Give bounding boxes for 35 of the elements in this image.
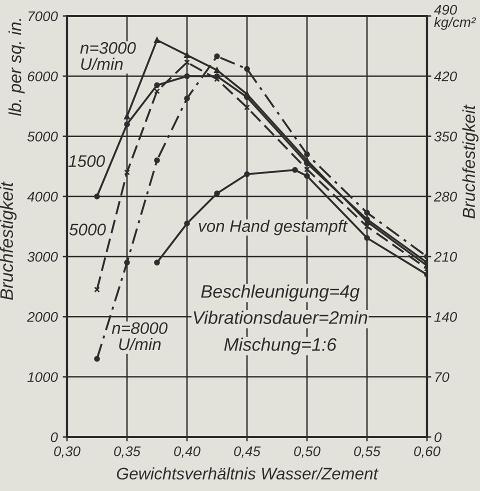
y-tick-label: 4000 (27, 192, 58, 202)
x-tick-label: 0,50 (294, 446, 320, 458)
y-tick-label: 5000 (27, 132, 58, 142)
y-tick-label: 6000 (28, 71, 58, 82)
series-label: von Hand gestampft (198, 220, 348, 236)
y-axis-title: Bruchfestigkeit (0, 181, 17, 300)
series-label: 5000 (69, 224, 106, 236)
y2-tick-label: 490 kg/cm² (434, 4, 476, 30)
y-tick-label: 7000 (28, 11, 58, 22)
series-label: 1500 (68, 155, 105, 167)
y-tick-label: 0 (50, 432, 58, 442)
y2-tick-label: 350 (434, 132, 457, 142)
y2-tick-label: 70 (435, 372, 450, 382)
y2-tick-label: 210 (434, 252, 457, 262)
y-tick-label: 1000 (27, 372, 58, 382)
x-tick-label: 0,30 (54, 446, 80, 458)
x-tick-label: 0,60 (414, 446, 440, 458)
y2-tick-label: 140 (434, 312, 457, 322)
x-tick-label: 0,45 (234, 446, 261, 458)
x-tick-label: 0,55 (354, 446, 381, 458)
x-axis-title: Gewichtsverhältnis Wasser/Zement (116, 467, 378, 480)
y-tick-label: 2000 (26, 312, 58, 322)
x-tick-label: 0,35 (114, 446, 141, 458)
y-tick-label: 3000 (27, 252, 58, 262)
x-tick-label: 0,40 (174, 446, 200, 458)
y2-tick-label: 280 (434, 192, 457, 202)
annotation: Beschleunigung=4g (201, 284, 360, 302)
y2-tick-label: 420 (434, 71, 457, 82)
annotation: Mischung=1:6 (224, 338, 337, 354)
y2-axis-title: Bruchfestigkeit (462, 104, 478, 218)
annotation: Vibrationsdauer=2min (194, 310, 368, 324)
series-label: n=3000 U/min (80, 42, 136, 70)
series-label: n=8000 U/min (112, 322, 168, 350)
text: lb. per sq. in. (8, 18, 25, 116)
y2-tick-label: 0 (434, 432, 442, 442)
